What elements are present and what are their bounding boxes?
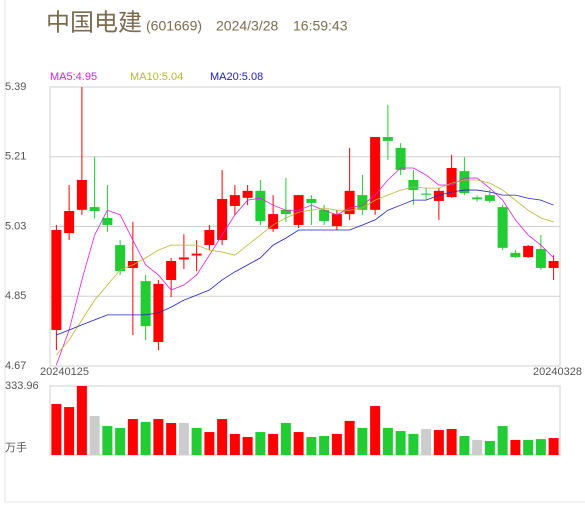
candle-body — [229, 195, 240, 206]
volume-unit: 万手 — [5, 440, 27, 454]
y-tick-label: 4.67 — [5, 360, 26, 372]
candle-body — [76, 180, 87, 210]
volume-bar — [115, 427, 126, 455]
chart-title: 中国电建 — [46, 9, 142, 36]
candle-body — [395, 147, 406, 170]
volume-bar — [459, 435, 470, 455]
candle-body — [484, 195, 495, 201]
x-tick-label: 20240328 — [533, 366, 582, 378]
candle-body — [102, 217, 113, 225]
candle-body — [446, 167, 457, 198]
volume-bar — [191, 427, 202, 455]
candle-body — [319, 209, 330, 222]
volume-bar — [523, 439, 534, 455]
candle-body — [408, 180, 419, 191]
legend-label: MA20:5.08 — [210, 71, 263, 83]
candle-body — [306, 198, 317, 203]
candle-body — [344, 190, 355, 215]
volume-bar — [433, 430, 444, 455]
y-tick-label: 5.03 — [5, 220, 26, 232]
volume-bar — [64, 407, 75, 455]
volume-frame — [49, 385, 561, 456]
candle-body — [115, 245, 126, 272]
volume-bar — [408, 433, 419, 455]
candle-body — [166, 260, 177, 280]
volume-bar — [548, 438, 559, 455]
volume-bar — [510, 439, 521, 455]
volume-bar — [497, 426, 508, 455]
candle-body — [433, 190, 444, 201]
candle-body — [64, 211, 75, 234]
candle-body — [370, 136, 381, 210]
candle-body — [472, 197, 483, 200]
candle-body — [255, 190, 266, 222]
volume-bar — [395, 431, 406, 455]
candle-body — [204, 229, 215, 246]
candle-body — [242, 190, 253, 198]
volume-bar — [204, 432, 215, 455]
volume-bar — [535, 439, 546, 455]
y-tick-label: 5.21 — [5, 151, 26, 163]
volume-bar — [293, 432, 304, 455]
volume-bar — [306, 437, 317, 455]
candle-body — [51, 229, 62, 330]
volume-bar — [217, 419, 228, 455]
volume-bar — [76, 386, 87, 455]
candle-body — [459, 171, 470, 194]
candle-body — [523, 245, 534, 258]
volume-bar — [472, 439, 483, 455]
volume-bar — [153, 419, 164, 455]
y-tick-label: 4.85 — [5, 290, 26, 302]
volume-bar — [280, 422, 291, 455]
candle-body — [331, 214, 342, 227]
date: 2024/3/28 — [216, 18, 278, 34]
volume-bar — [319, 435, 330, 455]
volume-bar — [331, 433, 342, 455]
volume-tick-label: 333.96 — [5, 380, 39, 392]
volume-bar — [421, 428, 432, 455]
candle-body — [357, 195, 368, 210]
candle-body — [548, 260, 559, 268]
candle-body — [217, 198, 228, 241]
volume-bar — [178, 422, 189, 455]
candle-body — [421, 193, 432, 195]
volume-bar — [446, 428, 457, 455]
ma-line — [56, 189, 554, 336]
volume-bar — [140, 421, 151, 455]
y-tick-label: 5.39 — [5, 81, 26, 93]
volume-bar — [370, 406, 381, 455]
candle-body — [89, 207, 100, 211]
volume-bar — [89, 415, 100, 455]
ma-line — [55, 167, 554, 365]
volume-bar — [255, 432, 266, 455]
legend-label: MA5:4.95 — [50, 71, 97, 83]
volume-bar — [166, 422, 177, 455]
candle-body — [382, 136, 393, 141]
candle-body — [268, 214, 279, 229]
volume-bar — [242, 437, 253, 455]
volume-bar — [102, 426, 113, 455]
volume-bar — [357, 427, 368, 455]
candle-body — [191, 253, 202, 256]
volume-bar — [268, 433, 279, 455]
candle-body — [178, 257, 189, 260]
time: 16:59:43 — [293, 18, 348, 34]
ma-line — [56, 179, 554, 356]
volume-bar — [51, 403, 62, 455]
candle-body — [280, 209, 291, 215]
x-tick-label: 20240125 — [40, 366, 89, 378]
candle-body — [535, 248, 546, 268]
volume-bar — [229, 433, 240, 455]
candle-body — [497, 207, 508, 248]
volume-bar — [382, 427, 393, 455]
candle-body — [140, 281, 151, 327]
volume-bar — [344, 420, 355, 455]
volume-bar — [484, 440, 495, 455]
candle-body — [510, 252, 521, 258]
legend-label: MA10:5.04 — [130, 71, 183, 83]
volume-bar — [127, 419, 138, 455]
stock-code: (601669) — [146, 18, 202, 34]
